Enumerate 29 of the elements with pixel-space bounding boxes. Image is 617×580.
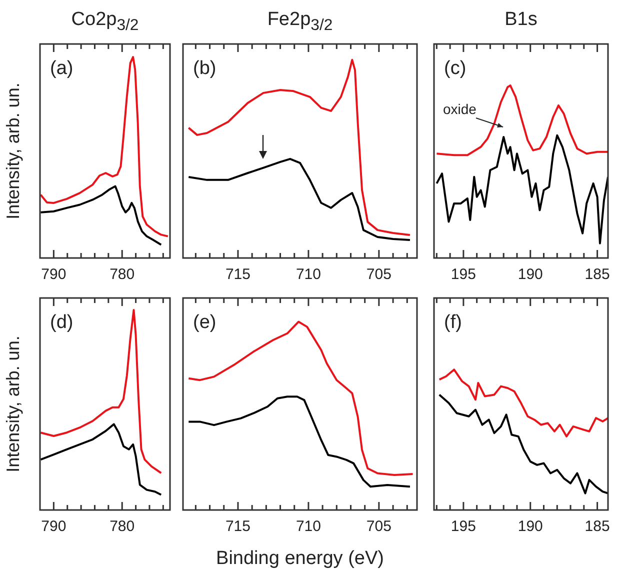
x-axis-title: Binding energy (eV) xyxy=(215,548,385,570)
x-tick-label: 780 xyxy=(110,518,135,536)
x-tick-label: 185 xyxy=(584,266,610,284)
text: (c) xyxy=(444,58,466,79)
annotation: (d) xyxy=(50,312,74,333)
x-tick-label: 195 xyxy=(450,518,476,536)
annotation: oxide xyxy=(443,101,477,117)
x-tick-label: 195 xyxy=(450,266,476,284)
x-tick-label: 705 xyxy=(366,266,392,284)
chart-title: Co2p$_{3/2}$ xyxy=(70,9,140,35)
x-tick-label: 710 xyxy=(296,518,321,536)
x-tick-label: 705 xyxy=(366,518,392,536)
x-tick-label: 715 xyxy=(225,266,250,284)
x-tick-label: 710 xyxy=(296,266,321,284)
x-tick-label: 190 xyxy=(518,266,543,284)
x-tick-label: 190 xyxy=(518,518,543,536)
y-axis-title: Intensity, arb. un. xyxy=(3,82,24,222)
x-tick-label: 790 xyxy=(41,266,66,284)
annotation: (e) xyxy=(193,312,216,333)
x-tick-label: 185 xyxy=(584,518,610,536)
chart-title: Fe2p$_{3/2}$ xyxy=(266,9,334,35)
text: (f) xyxy=(444,312,462,333)
annotation: (b) xyxy=(193,58,216,79)
annotation: (a) xyxy=(50,58,74,79)
x-tick-label: 780 xyxy=(110,266,135,284)
y-axis-title: Intensity, arb. un. xyxy=(3,334,24,474)
x-tick-label: 790 xyxy=(41,518,66,536)
chart-title: B1s xyxy=(504,9,538,31)
x-tick-label: 715 xyxy=(225,518,250,536)
